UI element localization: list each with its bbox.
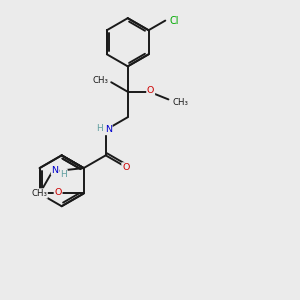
Text: O: O xyxy=(54,188,62,197)
Text: O: O xyxy=(122,163,130,172)
Text: H: H xyxy=(60,170,67,179)
Text: CH₃: CH₃ xyxy=(31,189,47,198)
Text: Cl: Cl xyxy=(169,16,179,26)
Text: CH₃: CH₃ xyxy=(172,98,188,106)
Text: O: O xyxy=(147,86,154,95)
Text: CH₃: CH₃ xyxy=(92,76,109,85)
Text: N: N xyxy=(52,166,58,175)
Text: H: H xyxy=(96,124,102,133)
Text: N: N xyxy=(105,125,112,134)
